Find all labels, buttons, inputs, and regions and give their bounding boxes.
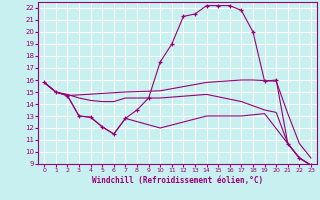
X-axis label: Windchill (Refroidissement éolien,°C): Windchill (Refroidissement éolien,°C) [92, 176, 263, 185]
